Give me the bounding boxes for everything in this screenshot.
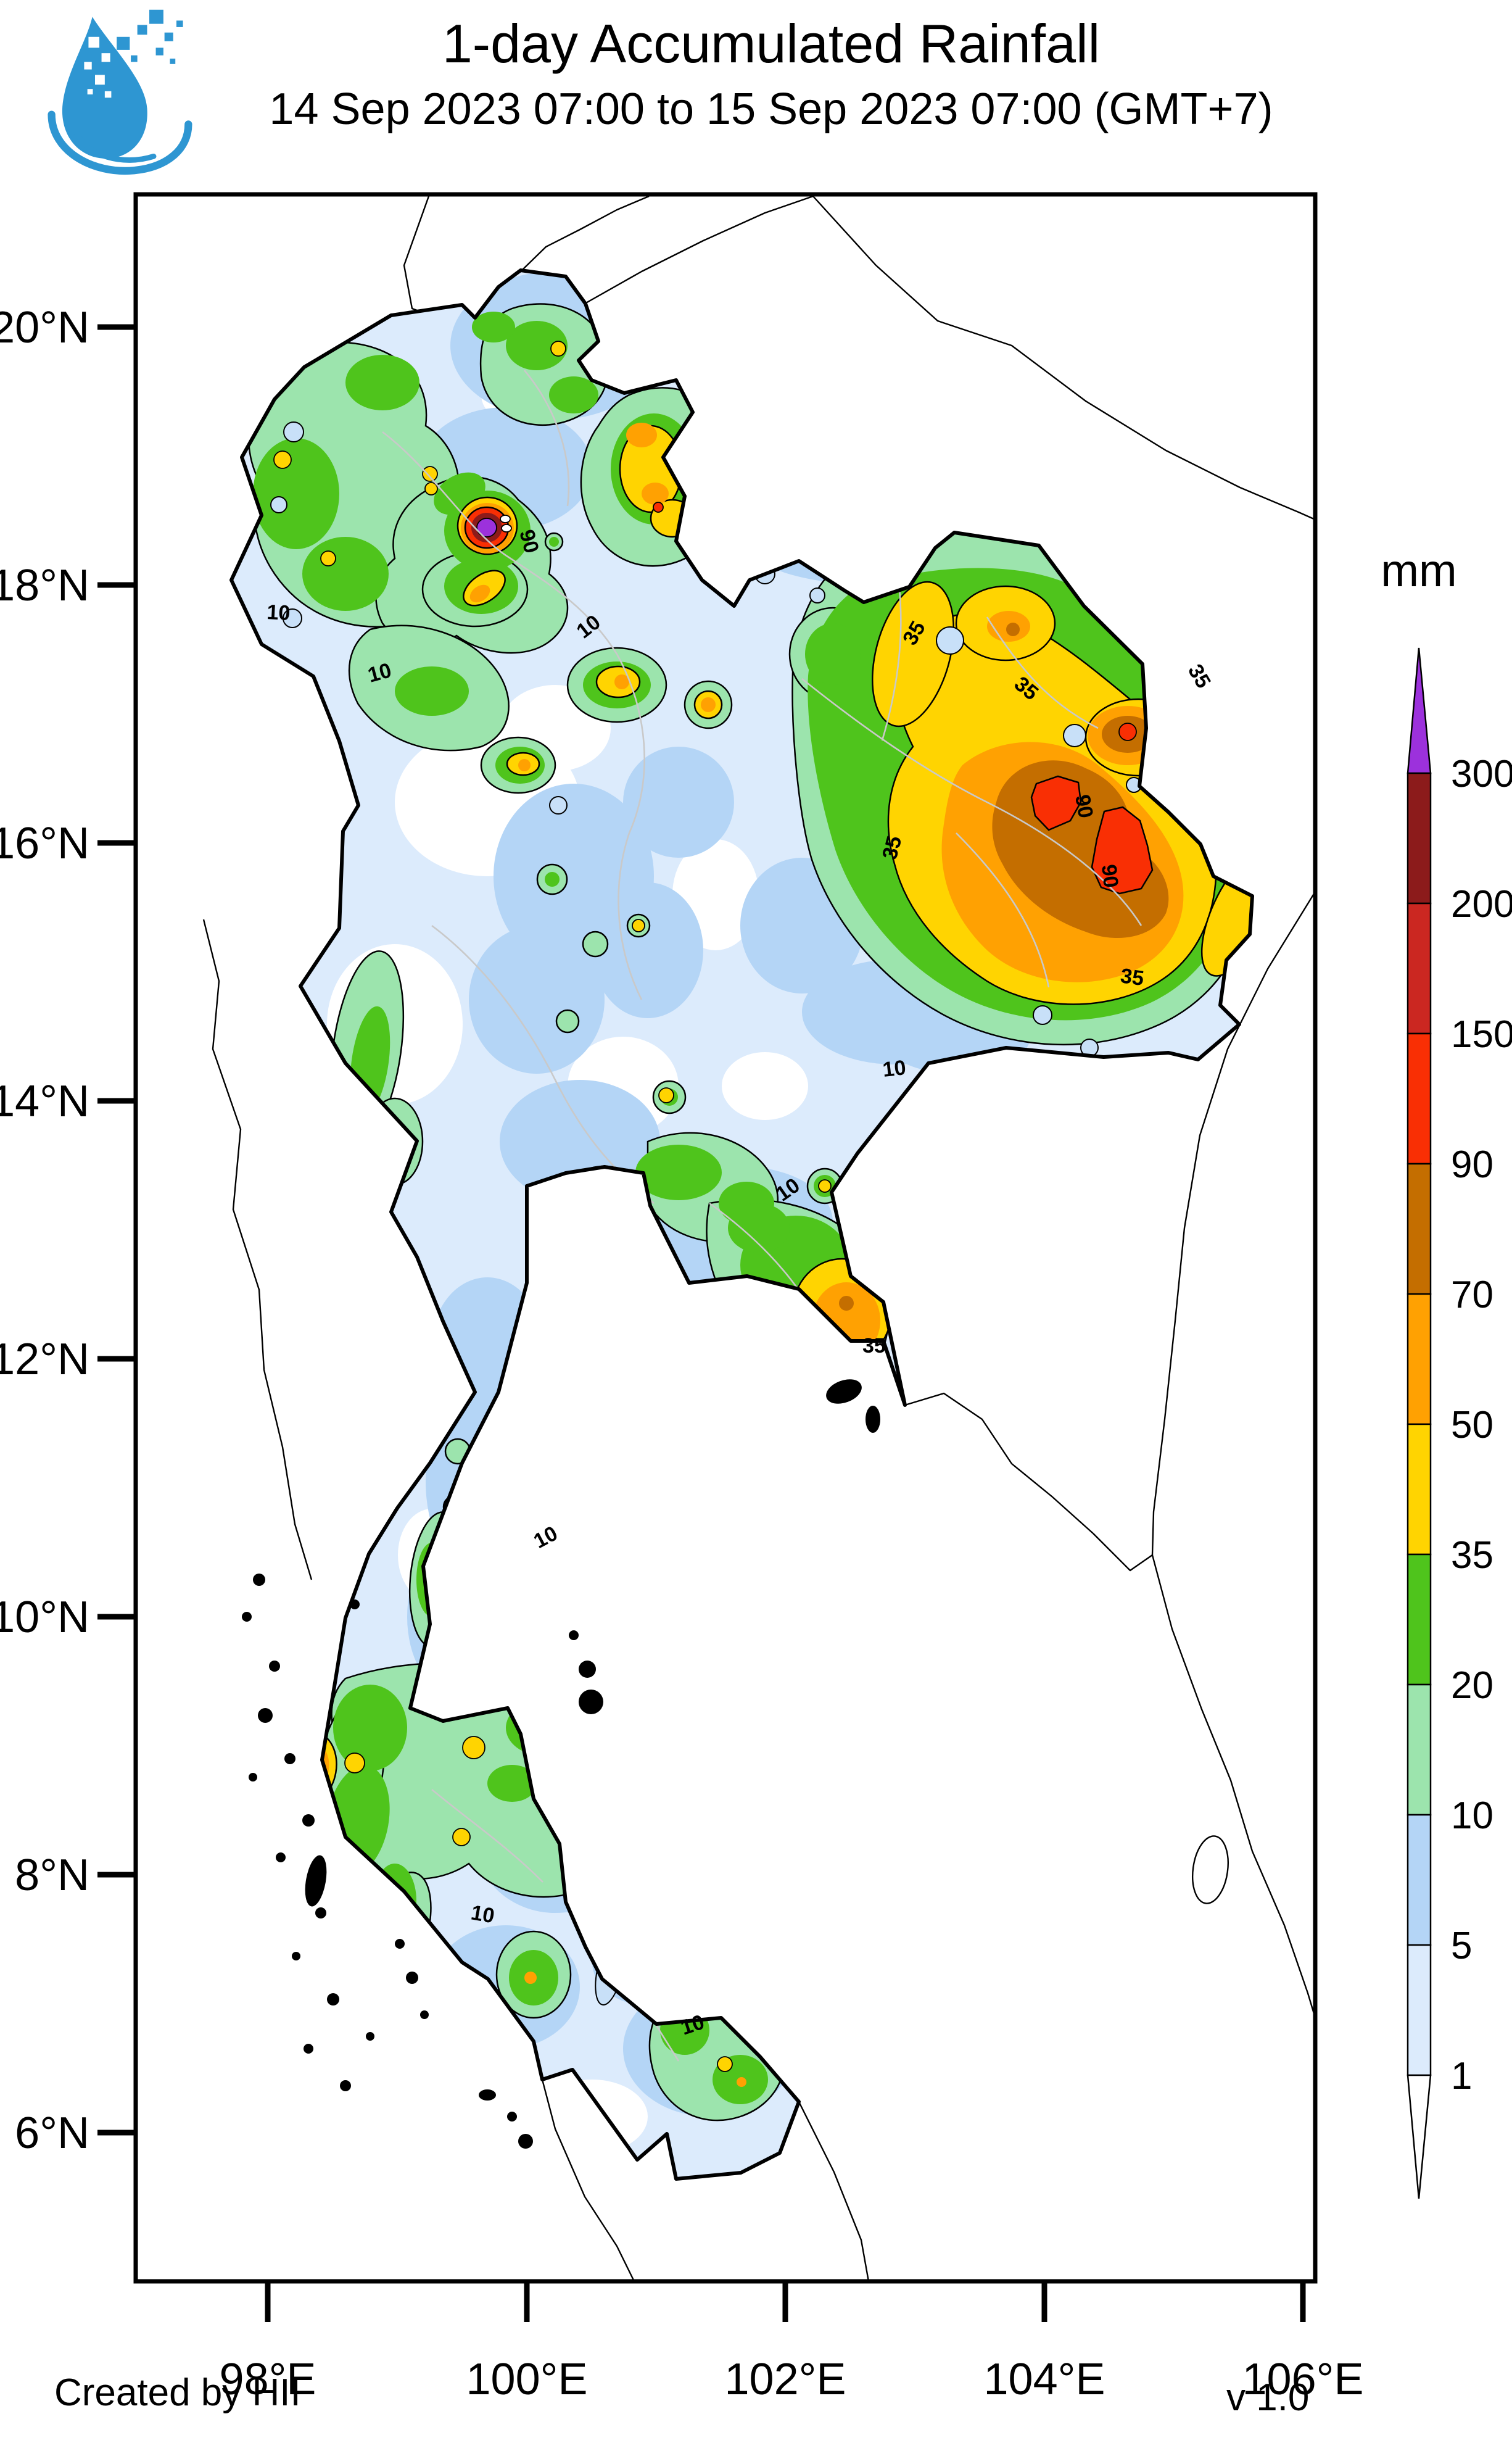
legend-band-70-90	[1407, 1163, 1432, 1295]
page-subtitle: 14 Sep 2023 07:00 to 15 Sep 2023 07:00 (…	[269, 85, 1273, 134]
rainfall-field	[231, 270, 1252, 2179]
lon-tick-label: 102°E	[725, 2355, 846, 2404]
lat-tick-label: 14°N	[0, 1077, 89, 1126]
lat-tick-label: 8°N	[15, 1851, 89, 1900]
lon-tick-label: 104°E	[984, 2355, 1105, 2404]
legend-band-1-5	[1407, 1944, 1432, 2076]
contour-label: 10	[882, 1056, 907, 1082]
page-title: 1-day Accumulated Rainfall	[442, 13, 1101, 74]
legend-tick-label: 150	[1451, 1013, 1512, 1056]
lat-tick-label: 10°N	[0, 1593, 89, 1642]
extreme-rain-cell	[471, 513, 512, 542]
legend-tick-label: 35	[1451, 1534, 1493, 1577]
contour-label: 90	[1070, 793, 1097, 820]
lat-tick-label: 12°N	[0, 1335, 89, 1384]
hii-logo-icon	[48, 9, 192, 175]
legend-tick-label: 300	[1451, 753, 1512, 795]
legend-tick-label: 50	[1451, 1404, 1493, 1446]
legend-colorbar: mm 300 200 150 90 70 50 35 20 10 5 1	[1381, 545, 1512, 2199]
legend-band-90-150	[1407, 1032, 1432, 1165]
legend-band-50-70	[1407, 1293, 1432, 1425]
credit-text: Created by HII	[54, 2371, 301, 2414]
lat-tick-label: 18°N	[0, 561, 89, 610]
version-text: v 1.0	[1226, 2376, 1310, 2419]
lat-tick-label: 20°N	[0, 303, 89, 352]
contour-label: 10	[266, 600, 291, 625]
contour-label: 10	[469, 1901, 497, 1928]
legend-band-5-10	[1407, 1814, 1432, 1946]
legend-tick-label: 5	[1451, 1925, 1472, 1967]
legend-band-below-1	[1407, 2074, 1432, 2199]
map-frame	[133, 192, 1318, 2284]
legend-title: mm	[1381, 545, 1456, 596]
legend-band-10-20	[1407, 1683, 1432, 1816]
contour-label: 90	[1097, 863, 1123, 889]
legend-band-150-200	[1407, 902, 1432, 1035]
legend-tick-label: 1	[1451, 2055, 1472, 2097]
legend-tick-label: 70	[1451, 1274, 1493, 1316]
neighbor-country-borders	[202, 195, 1316, 2282]
lake-spots	[270, 421, 1173, 2005]
lat-tick-label: 6°N	[15, 2109, 89, 2158]
legend-band-200-300	[1407, 772, 1432, 905]
lon-tick-label: 98°E	[220, 2355, 316, 2404]
island-blobs	[242, 1379, 880, 2149]
legend-band-20-35	[1407, 1553, 1432, 1686]
contour-label: 35	[1119, 964, 1146, 990]
contour-label: 35	[1183, 660, 1215, 692]
legend-tick-label: 10	[1451, 1794, 1493, 1837]
legend-tick-label: 90	[1451, 1143, 1493, 1186]
lon-tick-label: 100°E	[466, 2355, 588, 2404]
longitude-axis: 98°E 100°E 102°E 104°E 106°E	[220, 2281, 1364, 2404]
latitude-axis: 20°N 18°N 16°N 14°N 12°N 10°N 8°N 6°N	[0, 303, 136, 2158]
legend-tick-label: 20	[1451, 1664, 1493, 1707]
legend-tick-label: 200	[1451, 883, 1512, 926]
lon-tick-label: 106°E	[1242, 2355, 1364, 2404]
legend-band-35-50	[1407, 1423, 1432, 1556]
contour-label: 35	[862, 1334, 886, 1358]
contour-label: 10	[530, 1522, 561, 1553]
legend-band-above-300	[1407, 647, 1432, 774]
lat-tick-label: 16°N	[0, 819, 89, 868]
